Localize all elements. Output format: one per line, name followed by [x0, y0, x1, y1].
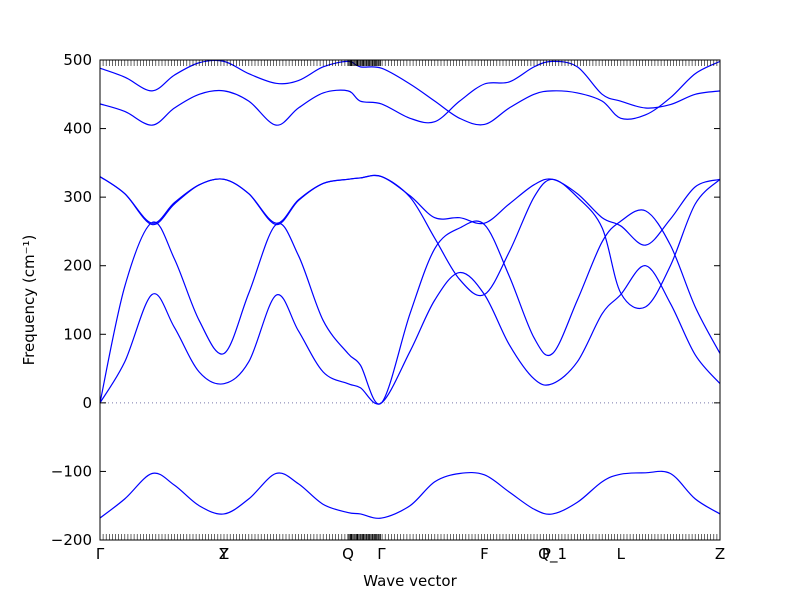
x-point-label: Y	[218, 545, 229, 563]
band-line-1	[99, 265, 721, 405]
x-point-label: P	[542, 545, 551, 563]
y-tick-label: 400	[63, 120, 92, 138]
band-line-2	[99, 209, 721, 405]
x-point-label: Z	[715, 545, 725, 563]
y-tick-label: 300	[63, 188, 92, 206]
x-axis-label: Wave vector	[363, 572, 457, 590]
x-point-label: Γ	[377, 545, 386, 563]
plot-area	[99, 59, 721, 519]
y-tick-label: 200	[63, 257, 92, 275]
x-point-label: Q	[342, 545, 354, 563]
y-tick-label: 500	[63, 51, 92, 69]
y-tick-label: 0	[82, 394, 92, 412]
x-point-label: L	[617, 545, 626, 563]
y-tick-label: −200	[51, 531, 92, 549]
x-point-label: Q_1	[538, 545, 567, 564]
band-line-7	[99, 470, 721, 519]
x-point-label: Γ	[96, 545, 105, 563]
x-point-label: F	[480, 545, 489, 563]
y-axis-label: Frequency (cm⁻¹)	[20, 235, 38, 366]
band-line-6	[99, 59, 721, 126]
x-point-label: Z	[219, 545, 229, 563]
y-tick-label: −100	[51, 462, 92, 480]
band-line-5	[99, 60, 721, 126]
band-line-4	[99, 174, 721, 246]
y-tick-label: 100	[63, 325, 92, 343]
